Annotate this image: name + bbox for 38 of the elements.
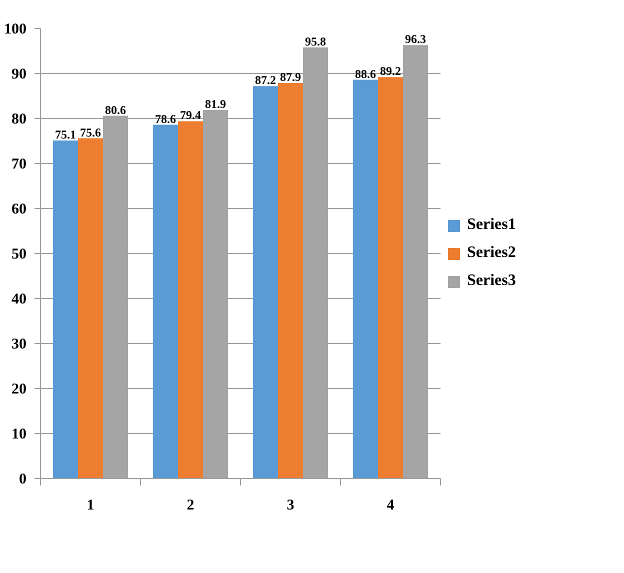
bar xyxy=(253,86,278,478)
legend-label: Series3 xyxy=(467,272,516,290)
data-label: 87.9 xyxy=(280,70,301,84)
bar xyxy=(353,80,378,478)
y-tick-label: 0 xyxy=(19,472,26,488)
bar xyxy=(378,77,403,478)
x-tick-label: 3 xyxy=(286,498,294,514)
bar xyxy=(78,138,103,478)
data-label: 96.3 xyxy=(405,32,426,46)
y-tick-label: 50 xyxy=(12,246,26,262)
data-label: 75.1 xyxy=(55,128,76,142)
bar xyxy=(178,121,203,478)
bar xyxy=(278,82,303,478)
y-tick-label: 40 xyxy=(12,292,26,308)
bar xyxy=(53,140,78,478)
y-tick-label: 60 xyxy=(12,202,26,218)
y-tick-label: 20 xyxy=(12,382,26,398)
y-tick-label: 10 xyxy=(12,426,26,442)
x-tick-label: 4 xyxy=(386,498,395,514)
data-label: 95.8 xyxy=(305,34,326,48)
data-label: 87.2 xyxy=(255,73,276,88)
bar xyxy=(153,124,178,478)
data-label: 75.6 xyxy=(80,125,101,140)
y-tick-label: 30 xyxy=(12,336,26,352)
data-label: 89.2 xyxy=(380,64,401,78)
data-label: 79.4 xyxy=(180,108,201,122)
y-tick-label: 90 xyxy=(12,66,26,82)
legend-label: Series1 xyxy=(467,216,516,234)
data-label: 88.6 xyxy=(355,66,376,81)
y-tick-label: 100 xyxy=(4,22,26,38)
data-label: 78.6 xyxy=(155,112,176,126)
x-tick-label: 2 xyxy=(186,498,194,514)
data-label: 81.9 xyxy=(205,96,226,111)
x-tick-label: 1 xyxy=(86,498,94,514)
legend-label: Series2 xyxy=(467,244,516,262)
y-tick-label: 80 xyxy=(12,112,26,128)
data-label: 80.6 xyxy=(105,102,126,117)
y-tick-label: 70 xyxy=(12,156,26,172)
